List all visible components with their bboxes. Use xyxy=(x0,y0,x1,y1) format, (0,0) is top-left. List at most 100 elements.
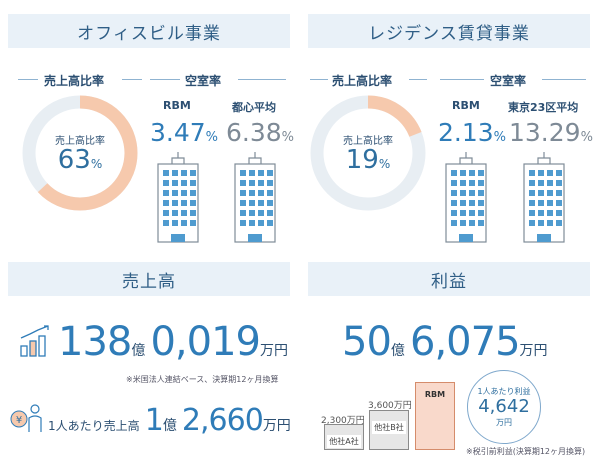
building-window xyxy=(556,220,562,226)
building-window xyxy=(538,170,544,176)
building-window xyxy=(460,180,466,186)
building-window xyxy=(172,190,178,196)
residence-sales-donut: 売上高比率 19% xyxy=(308,93,428,213)
building-window xyxy=(547,200,553,206)
building-window xyxy=(469,220,475,226)
office-donut-value: 63 xyxy=(57,144,91,175)
building-window xyxy=(181,180,187,186)
residence-rbm-name: RBM xyxy=(452,99,480,112)
building-window xyxy=(190,220,196,226)
donut-caption: 売上高比率 xyxy=(55,135,105,147)
building-icon xyxy=(234,152,276,243)
building-window xyxy=(460,200,466,206)
building-window xyxy=(478,210,484,216)
divider xyxy=(409,79,427,80)
building-window xyxy=(240,190,246,196)
building-window xyxy=(240,180,246,186)
building-window xyxy=(267,200,273,206)
building-window xyxy=(538,190,544,196)
growth-chart-icon xyxy=(20,325,49,357)
building-window xyxy=(163,190,169,196)
sales-note: ※米国法人連結ベース、決算期12ヶ月換算 xyxy=(126,375,279,384)
building-window xyxy=(240,200,246,206)
office-donut-arc xyxy=(22,95,138,211)
building-window xyxy=(258,180,264,186)
building-window xyxy=(181,170,187,176)
building-window xyxy=(478,220,484,226)
building-window xyxy=(460,220,466,226)
building-window xyxy=(258,220,264,226)
percent-unit: % xyxy=(90,156,103,171)
building-icon xyxy=(523,152,565,243)
office-sales-donut: 売上高比率 63% xyxy=(20,93,140,213)
residence-avg-name: 東京23区平均 xyxy=(508,101,579,114)
building-window xyxy=(258,200,264,206)
sales-panel-title: 売上高 xyxy=(8,262,290,296)
divider xyxy=(18,79,38,80)
building-window xyxy=(249,170,255,176)
building-window xyxy=(538,210,544,216)
building-window xyxy=(249,180,255,186)
building-window xyxy=(556,200,562,206)
building-window xyxy=(460,170,466,176)
building-roof xyxy=(459,157,473,164)
building-window xyxy=(451,220,457,226)
building-window xyxy=(267,220,273,226)
building-window xyxy=(190,170,196,176)
building-window xyxy=(190,200,196,206)
residence-sales-ratio-label: 売上高比率 xyxy=(332,74,393,88)
bar-value-b: 3,600万円 xyxy=(368,401,412,411)
building-window xyxy=(172,170,178,176)
building-window xyxy=(478,170,484,176)
building-window xyxy=(258,210,264,216)
divider xyxy=(150,79,180,80)
building-window xyxy=(529,200,535,206)
building-door xyxy=(537,234,551,242)
building-window xyxy=(240,170,246,176)
building-window xyxy=(172,210,178,216)
building-icon xyxy=(445,152,487,243)
building-window xyxy=(529,190,535,196)
building-window xyxy=(267,180,273,186)
building-window xyxy=(451,190,457,196)
building-window xyxy=(529,180,535,186)
building-window xyxy=(478,200,484,206)
profit-note: ※税引前利益(決算期12ヶ月換算) xyxy=(466,447,586,456)
building-window xyxy=(469,180,475,186)
building-window xyxy=(249,200,255,206)
building-window xyxy=(190,180,196,186)
building-window xyxy=(556,210,562,216)
building-window xyxy=(469,200,475,206)
building-window xyxy=(556,180,562,186)
building-window xyxy=(258,170,264,176)
divider xyxy=(238,79,286,80)
building-window xyxy=(258,190,264,196)
building-window xyxy=(469,190,475,196)
residence-vacancy-label: 空室率 xyxy=(490,74,527,88)
building-window xyxy=(267,210,273,216)
building-window xyxy=(240,220,246,226)
building-window xyxy=(547,210,553,216)
bar-company-a: 他社A社 xyxy=(324,424,364,450)
building-icon xyxy=(157,152,199,243)
building-window xyxy=(460,210,466,216)
profit-per-person-bubble: 1人あたり利益 4,642 万円 xyxy=(467,370,541,444)
divider xyxy=(122,79,142,80)
building-window xyxy=(451,180,457,186)
building-window xyxy=(181,220,187,226)
building-window xyxy=(190,190,196,196)
office-panel-title: オフィスビル事業 xyxy=(8,14,290,48)
building-window xyxy=(190,210,196,216)
building-window xyxy=(181,210,187,216)
bar-value-a: 2,300万円 xyxy=(321,416,365,426)
building-window xyxy=(163,210,169,216)
building-window xyxy=(267,190,273,196)
building-window xyxy=(538,180,544,186)
building-window xyxy=(451,200,457,206)
building-window xyxy=(478,190,484,196)
building-window xyxy=(451,170,457,176)
building-window xyxy=(172,200,178,206)
building-window xyxy=(163,180,169,186)
yen-symbol: ¥ xyxy=(16,415,22,426)
residence-avg-value: 13.29% xyxy=(509,118,593,147)
